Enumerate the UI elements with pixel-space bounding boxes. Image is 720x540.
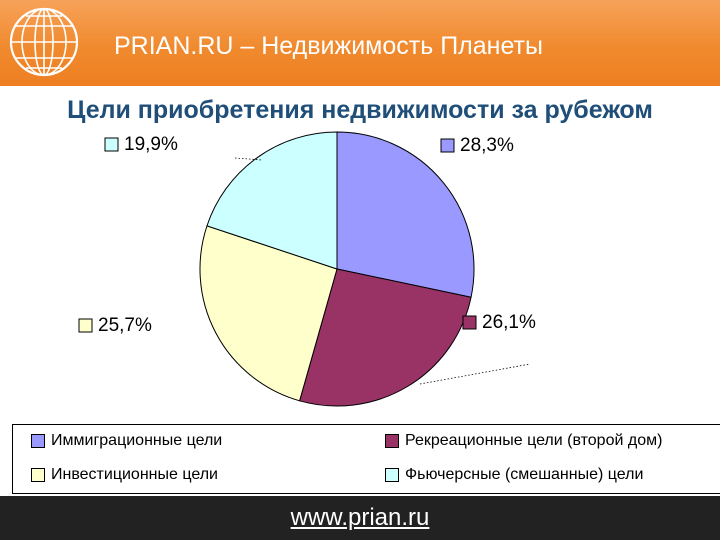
legend-swatch <box>385 468 399 482</box>
slice-value-label: 28,3% <box>460 135 514 156</box>
label-swatch <box>462 315 477 330</box>
pie-slice <box>336 131 475 298</box>
legend-item: Фьючерсные (смешанные) цели <box>385 465 643 485</box>
leader-line <box>234 157 263 161</box>
slice-value-label: 25,7% <box>98 315 152 336</box>
slide-title: Цели приобретения недвижимости за рубежо… <box>67 96 653 124</box>
globe-icon <box>9 7 79 77</box>
pie-slice <box>199 225 338 402</box>
leader-line <box>419 363 531 385</box>
legend-item: Иммиграционные цели <box>31 431 222 451</box>
header-title: PRIAN.RU – Недвижимость Планеты <box>114 32 543 60</box>
slice-value-label: 19,9% <box>124 134 178 155</box>
legend-swatch <box>385 434 399 448</box>
legend-item: Инвестиционные цели <box>31 465 218 485</box>
legend-swatch <box>31 434 45 448</box>
pie-slice <box>206 131 338 270</box>
footer-link[interactable]: www.prian.ru <box>290 504 430 531</box>
slice-data-label: 25,7% <box>78 315 152 336</box>
label-swatch <box>440 138 455 153</box>
chart-legend: Иммиграционные цели Рекреационные цели (в… <box>12 424 720 494</box>
legend-swatch <box>31 468 45 482</box>
slice-value-label: 26,1% <box>482 312 536 333</box>
header-bar: PRIAN.RU – Недвижимость Планеты <box>0 0 720 86</box>
legend-label: Фьючерсные (смешанные) цели <box>405 466 644 483</box>
footer-bar <box>0 496 720 540</box>
label-swatch <box>104 137 119 152</box>
slice-data-label: 26,1% <box>462 312 536 333</box>
legend-label: Рекреационные цели (второй дом) <box>405 432 663 449</box>
pie-chart: 28,3% 26,1% 25,7% 19,9% <box>78 131 536 407</box>
slice-data-label: 28,3% <box>440 135 514 156</box>
legend-label: Иммиграционные цели <box>51 432 223 449</box>
legend-item: Рекреационные цели (второй дом) <box>385 431 662 451</box>
label-swatch <box>78 318 93 333</box>
legend-label: Инвестиционные цели <box>51 466 218 483</box>
slice-data-label: 19,9% <box>104 134 178 155</box>
